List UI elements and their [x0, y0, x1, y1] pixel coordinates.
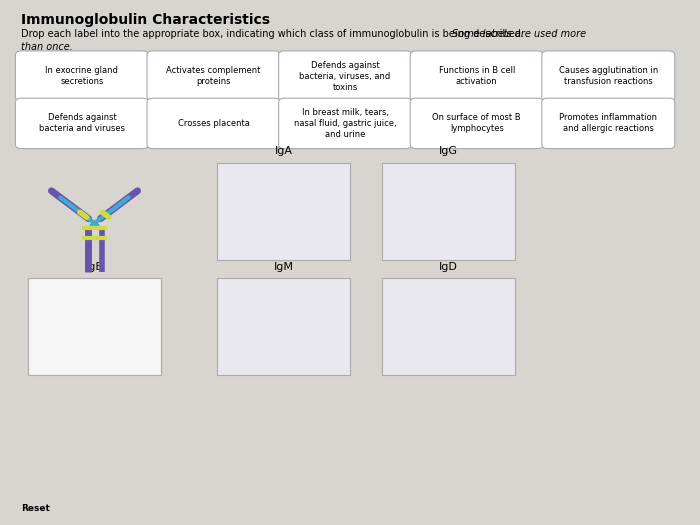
FancyBboxPatch shape: [217, 163, 350, 260]
FancyBboxPatch shape: [410, 51, 543, 101]
Text: Functions in B cell
activation: Functions in B cell activation: [438, 66, 515, 86]
Text: Immunoglobulin Characteristics: Immunoglobulin Characteristics: [21, 13, 270, 27]
Text: IgM: IgM: [274, 262, 293, 272]
Text: than once.: than once.: [21, 42, 73, 52]
FancyBboxPatch shape: [279, 51, 412, 101]
Text: IgA: IgA: [274, 146, 293, 156]
FancyBboxPatch shape: [382, 163, 514, 260]
FancyBboxPatch shape: [15, 51, 148, 101]
Text: Reset: Reset: [21, 505, 50, 513]
Text: Activates complement
proteins: Activates complement proteins: [167, 66, 260, 86]
FancyBboxPatch shape: [279, 98, 412, 149]
FancyBboxPatch shape: [542, 98, 675, 149]
Text: Some labels are used more: Some labels are used more: [452, 29, 586, 39]
FancyBboxPatch shape: [147, 98, 280, 149]
FancyBboxPatch shape: [542, 51, 675, 101]
Text: IgG: IgG: [438, 146, 458, 156]
FancyBboxPatch shape: [15, 98, 148, 149]
Text: Defends against
bacteria and viruses: Defends against bacteria and viruses: [39, 113, 125, 133]
Text: Causes agglutination in
transfusion reactions: Causes agglutination in transfusion reac…: [559, 66, 658, 86]
Text: IgE: IgE: [86, 262, 103, 272]
Text: IgD: IgD: [439, 262, 457, 272]
Text: Crosses placenta: Crosses placenta: [178, 119, 249, 128]
FancyBboxPatch shape: [28, 278, 161, 375]
Text: Drop each label into the appropriate box, indicating which class of immunoglobul: Drop each label into the appropriate box…: [21, 29, 527, 39]
FancyBboxPatch shape: [410, 98, 543, 149]
Text: Promotes inflammation
and allergic reactions: Promotes inflammation and allergic react…: [559, 113, 657, 133]
FancyBboxPatch shape: [217, 278, 350, 375]
FancyBboxPatch shape: [382, 278, 514, 375]
Text: On surface of most B
lymphocytes: On surface of most B lymphocytes: [433, 113, 521, 133]
Text: Defends against
bacteria, viruses, and
toxins: Defends against bacteria, viruses, and t…: [300, 60, 391, 92]
FancyBboxPatch shape: [147, 51, 280, 101]
Text: In exocrine gland
secretions: In exocrine gland secretions: [46, 66, 118, 86]
Text: In breast milk, tears,
nasal fluid, gastric juice,
and urine: In breast milk, tears, nasal fluid, gast…: [294, 108, 396, 139]
